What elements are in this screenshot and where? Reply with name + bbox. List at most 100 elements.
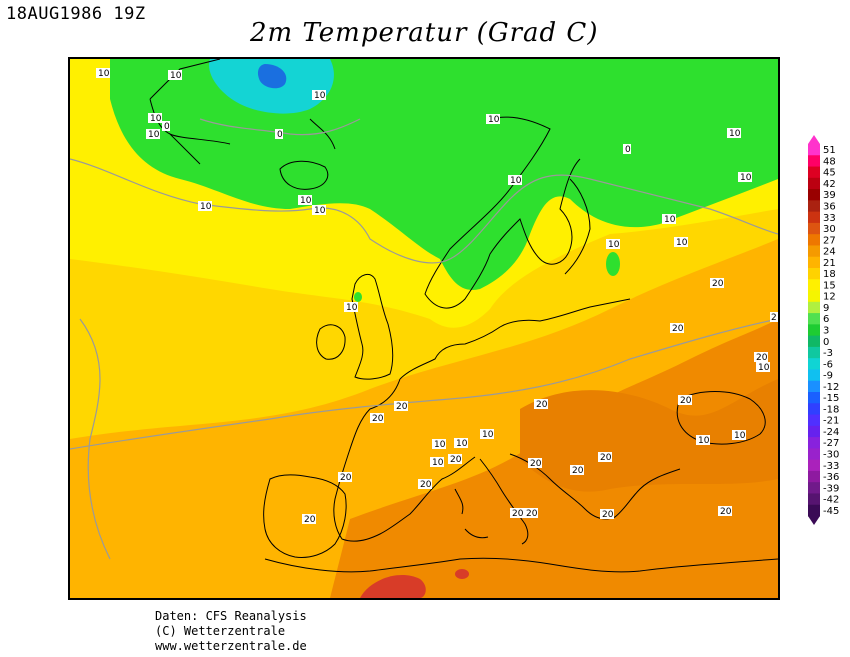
legend-tick-label: -3	[823, 348, 833, 359]
contour-label: 0	[623, 144, 631, 155]
field-orange-balkan	[520, 379, 778, 492]
contour-label: 10	[168, 70, 182, 81]
contour-label: 20	[418, 479, 432, 490]
svg-text:10: 10	[150, 114, 162, 124]
footer-credits: Daten: CFS Reanalysis (C) Wetterzentrale…	[155, 609, 307, 654]
legend-tick-label: 48	[823, 156, 836, 167]
legend-tick-label: 0	[823, 337, 829, 348]
legend-swatch	[808, 301, 820, 314]
svg-text:20: 20	[396, 402, 408, 412]
legend-tick-label: -27	[823, 438, 839, 449]
svg-text:10: 10	[488, 115, 500, 125]
contour-label: 20	[754, 352, 768, 363]
legend-swatch	[808, 346, 820, 359]
contour-label: 20	[370, 413, 384, 424]
legend-arrow-top	[808, 135, 820, 144]
legend-tick-label: 9	[823, 303, 829, 314]
contour-label: 20	[510, 508, 524, 519]
map-panel: 10 10 10 10 0 10 0 10 10 10 10 10 10 0 1…	[68, 57, 780, 600]
contour-label: 20	[528, 458, 542, 469]
contour-label: 20	[678, 395, 692, 406]
contour-label: 10	[432, 439, 446, 450]
svg-text:20: 20	[450, 455, 462, 465]
legend-tick-label: 33	[823, 213, 836, 224]
svg-text:10: 10	[314, 91, 326, 101]
field-green-spot-russia	[606, 252, 620, 276]
legend-swatch	[808, 324, 820, 337]
svg-text:20: 20	[536, 400, 548, 410]
legend-swatch	[808, 369, 820, 382]
contour-label: 10	[662, 214, 676, 225]
contour-label: 10	[738, 172, 752, 183]
legend-tick-label: 6	[823, 314, 829, 325]
svg-text:20: 20	[372, 414, 384, 424]
contour-label: 10	[480, 429, 494, 440]
contour-label: 10	[198, 201, 212, 212]
legend-swatch	[808, 392, 820, 404]
contour-label: 10	[727, 128, 741, 139]
isotherm-10-north	[70, 158, 778, 264]
svg-text:20: 20	[672, 324, 684, 334]
contour-label: 20	[394, 401, 408, 412]
contour-label: 20	[534, 399, 548, 410]
svg-text:10: 10	[729, 129, 741, 139]
legend-labels: 51484542393633302724211815129630-3-6-9-1…	[823, 145, 839, 517]
data-source: Daten: CFS Reanalysis	[155, 609, 307, 623]
legend-swatch	[808, 313, 820, 325]
svg-text:0: 0	[625, 145, 631, 155]
svg-text:10: 10	[346, 303, 358, 313]
svg-text:10: 10	[434, 440, 446, 450]
coast-ireland	[316, 324, 346, 360]
legend-swatch	[808, 245, 820, 258]
contour-label: 10	[146, 129, 160, 140]
legend-swatch	[808, 189, 820, 201]
contour-label: 0	[275, 129, 283, 140]
svg-text:20: 20	[526, 509, 538, 519]
legend-swatch	[808, 155, 820, 168]
legend-swatch	[808, 448, 820, 461]
copyright: (C) Wetterzentrale	[155, 624, 286, 638]
legend-tick-label: -18	[823, 404, 839, 415]
svg-text:20: 20	[340, 473, 352, 483]
field-red-sahara	[360, 575, 426, 598]
legend-tick-label: 51	[823, 145, 836, 156]
map-title: 2m Temperatur (Grad C)	[250, 18, 599, 48]
legend-arrow-bottom	[808, 516, 820, 525]
coast-iceland	[279, 160, 329, 190]
isotherm-atlantic	[79, 318, 111, 560]
temperature-map: 10 10 10 10 0 10 0 10 10 10 10 10 10 0 1…	[70, 59, 778, 598]
contour-label: 20	[600, 509, 614, 520]
svg-text:10: 10	[608, 240, 620, 250]
svg-text:20: 20	[600, 453, 612, 463]
contour-label: 10	[696, 435, 710, 446]
legend-swatch	[808, 222, 820, 235]
svg-text:10: 10	[456, 439, 468, 449]
svg-text:20: 20	[420, 480, 432, 490]
isotherms	[70, 118, 778, 560]
legend-tick-label: 24	[823, 247, 836, 258]
field-green-spot-scotland	[354, 292, 362, 302]
legend-swatch	[808, 437, 820, 449]
legend-tick-label: -45	[823, 506, 839, 517]
legend-swatch	[808, 504, 820, 517]
contour-label: 20	[338, 472, 352, 483]
svg-text:10: 10	[200, 202, 212, 212]
legend-tick-label: 12	[823, 292, 836, 303]
svg-text:10: 10	[432, 458, 444, 468]
legend-swatch	[808, 279, 820, 292]
legend-swatch	[808, 144, 820, 156]
legend-tick-label: 18	[823, 269, 836, 280]
legend-swatch	[808, 211, 820, 224]
coast-iberia	[263, 474, 347, 558]
svg-text:10: 10	[98, 69, 110, 79]
contour-label: 20	[524, 508, 538, 519]
contour-labels: 10 10 10 10 0 10 0 10 10 10 10 10 10 0 1…	[96, 68, 778, 525]
svg-text:20: 20	[572, 466, 584, 476]
contour-label: 10	[606, 239, 620, 250]
contour-label: 10	[430, 457, 444, 468]
svg-text:10: 10	[170, 71, 182, 81]
legend-tick-label: -6	[823, 359, 833, 370]
svg-text:20: 20	[680, 396, 692, 406]
legend-swatch	[808, 256, 820, 269]
svg-text:2: 2	[771, 313, 777, 323]
